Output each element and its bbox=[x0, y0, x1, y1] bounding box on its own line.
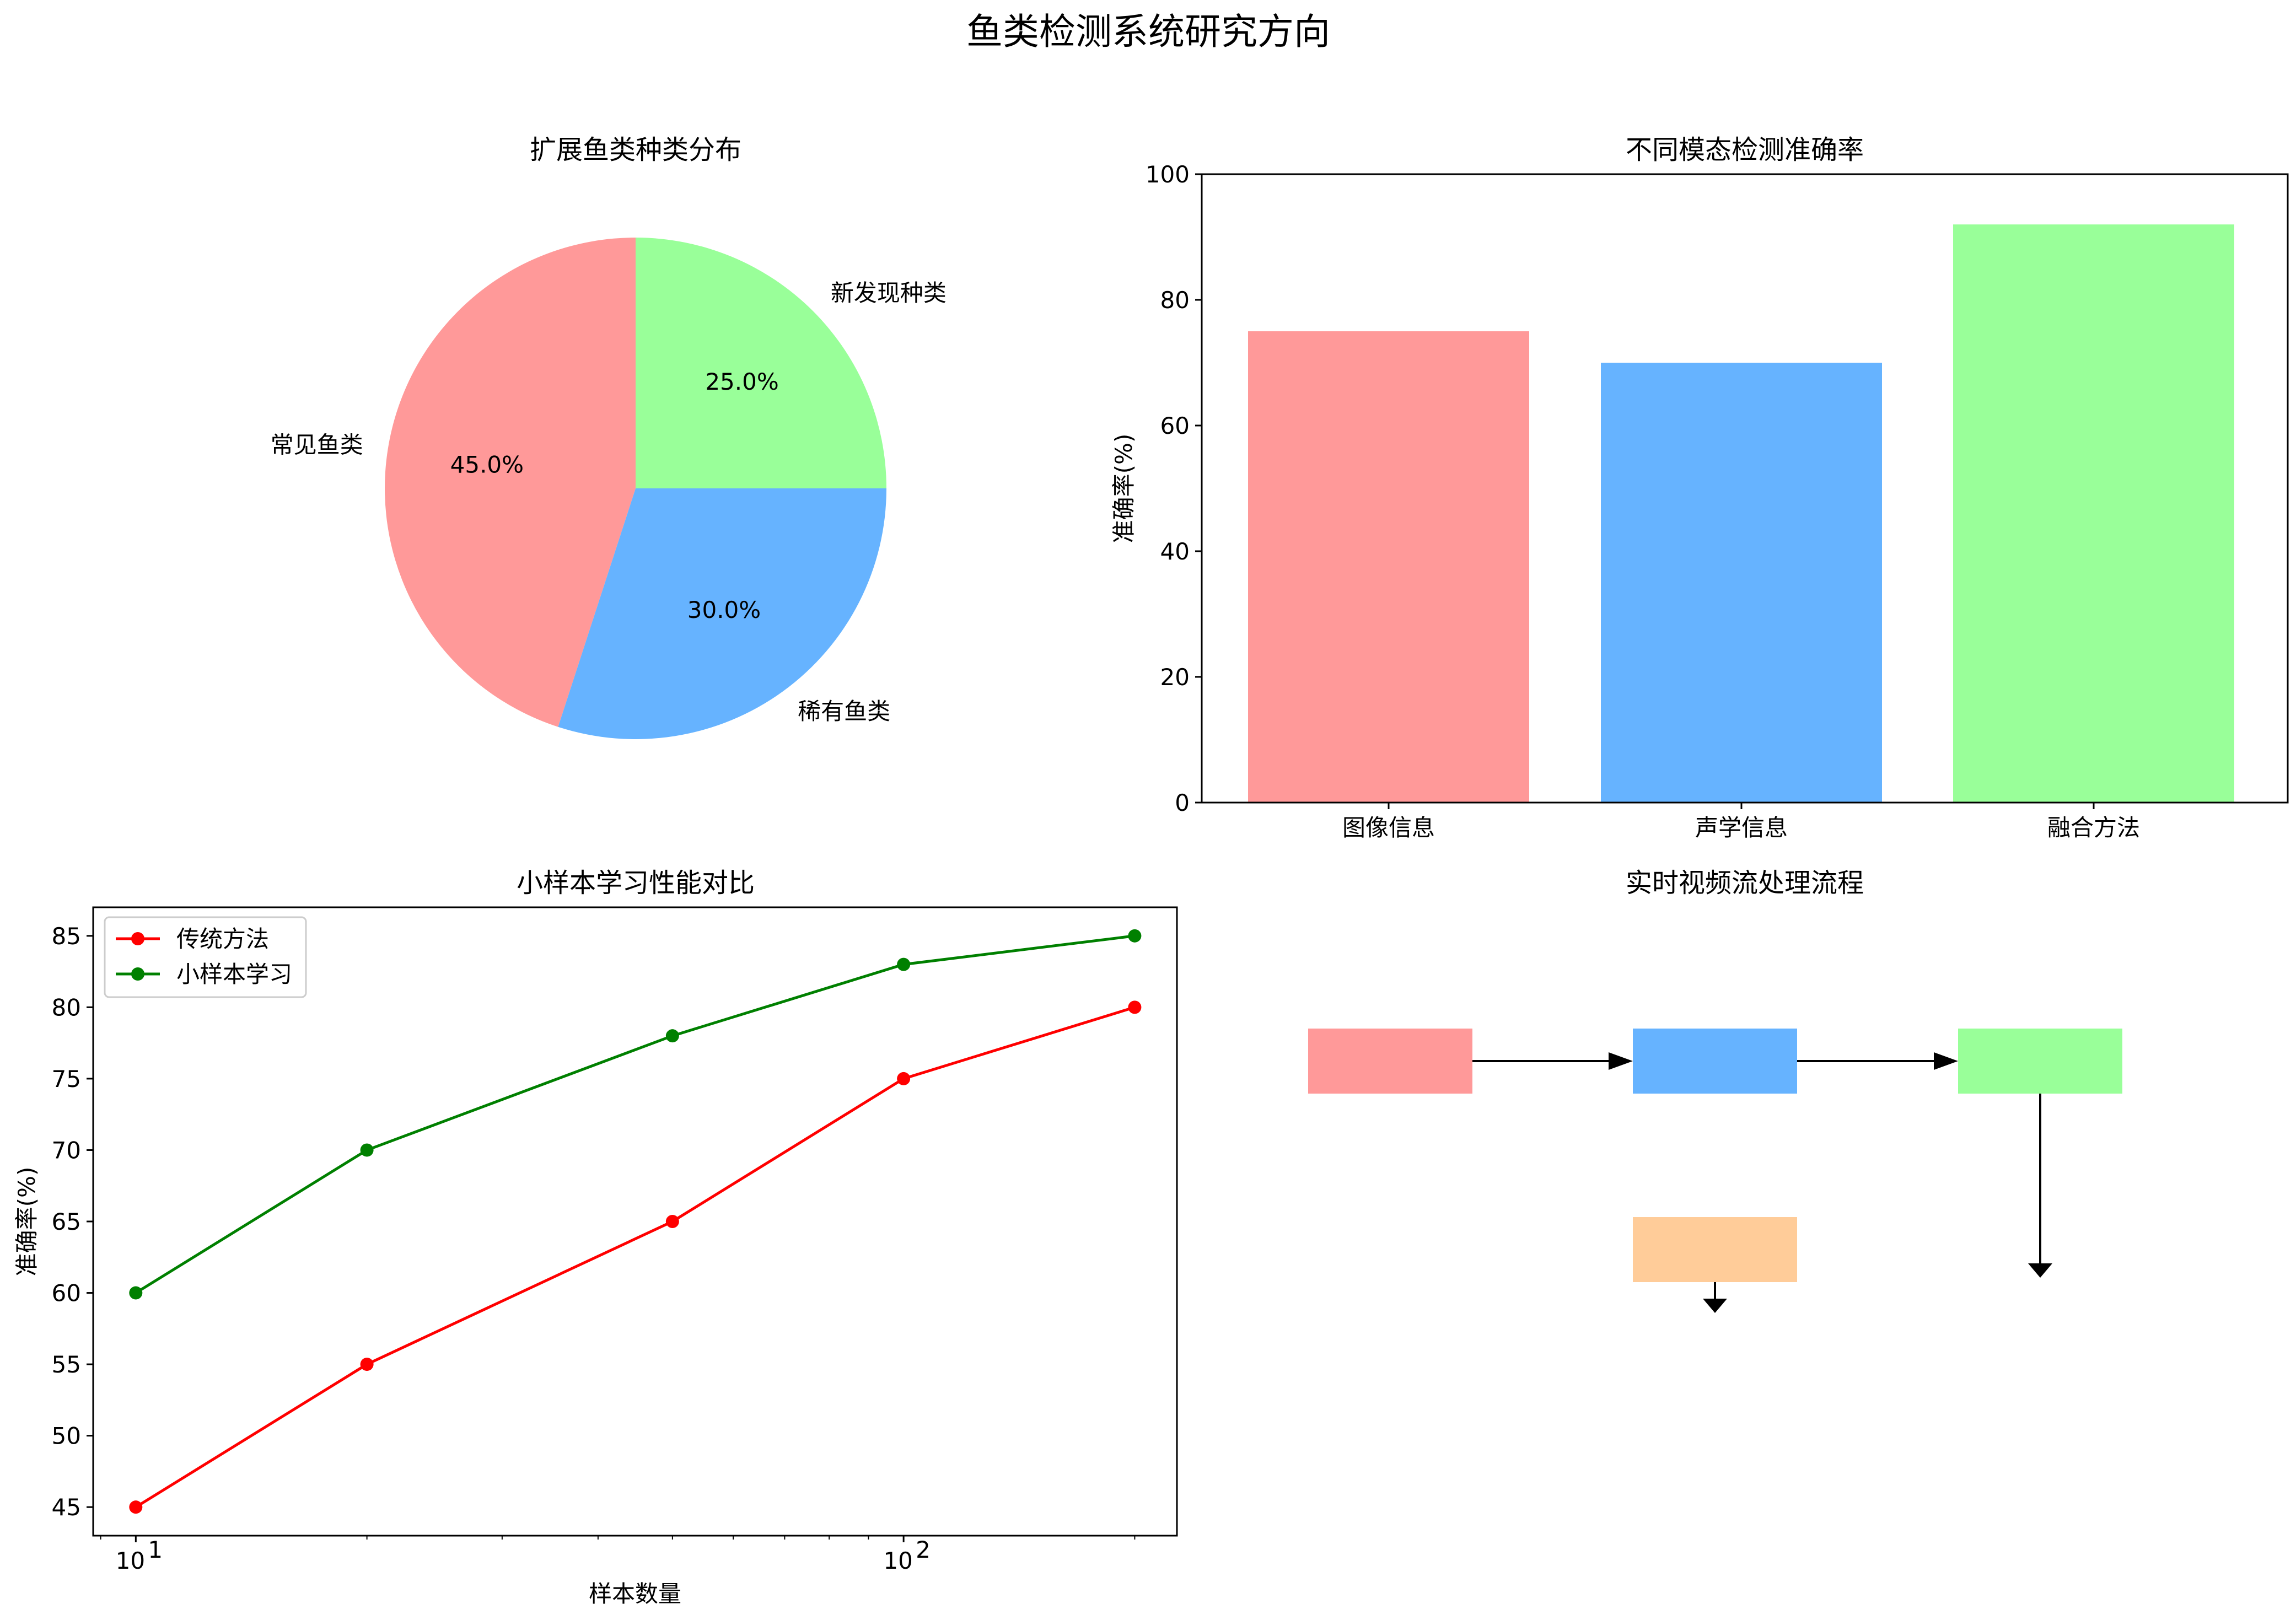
bar-axes-frame bbox=[1201, 173, 2289, 804]
bar-x-tick-label-1: 图像信息 bbox=[1342, 814, 1435, 841]
line-y-tick-label-7: 80 bbox=[52, 994, 81, 1021]
line-y-tick-label-4: 65 bbox=[52, 1208, 81, 1235]
pie-chart: 扩展鱼类种类分布 常见鱼类 45.0% 稀有鱼类 30.0% 新发现种类 25.0% bbox=[271, 134, 947, 739]
line-point-1-3 bbox=[665, 1215, 679, 1228]
line-series bbox=[129, 929, 1142, 1514]
flow-arrow-1-to-2 bbox=[1472, 1052, 1633, 1070]
bar-bars bbox=[1248, 224, 2234, 803]
line-y-tick-label-8: 85 bbox=[52, 923, 81, 950]
line-x-axis-label: 样本数量 bbox=[589, 1580, 681, 1607]
line-x-tick-exponent-1: 2 bbox=[916, 1536, 931, 1563]
bar-y-tick-label-3: 60 bbox=[1160, 412, 1190, 439]
line-y-tick-label-6: 75 bbox=[52, 1065, 81, 1092]
bar-x-tick-label-3: 融合方法 bbox=[2047, 814, 2140, 841]
legend-label-1: 传统方法 bbox=[176, 925, 269, 952]
line-point-2-3 bbox=[665, 1029, 679, 1043]
flow-box-1 bbox=[1308, 1029, 1472, 1094]
line-y-tick-label-5: 70 bbox=[52, 1137, 81, 1164]
line-point-2-5 bbox=[1128, 929, 1142, 943]
pie-label-3: 新发现种类 bbox=[831, 279, 947, 306]
bar-x-ticks: 图像信息 声学信息 融合方法 bbox=[1342, 803, 2140, 841]
legend-box bbox=[104, 916, 307, 998]
legend-label-2: 小样本学习 bbox=[176, 961, 292, 988]
line-point-1-5 bbox=[1128, 1000, 1142, 1014]
bar-y-tick-label-1: 20 bbox=[1160, 664, 1190, 691]
line-y-axis-label: 准确率(%) bbox=[13, 1167, 40, 1277]
pie-slice-3 bbox=[636, 238, 886, 488]
pie-label-2: 稀有鱼类 bbox=[798, 698, 890, 725]
bar-y-tick-label-2: 40 bbox=[1160, 538, 1190, 565]
line-point-1-4 bbox=[897, 1072, 911, 1085]
line-y-ticks: 45 50 55 60 65 70 75 80 85 bbox=[52, 923, 93, 1521]
line-point-2-4 bbox=[897, 957, 911, 971]
line-y-tick-label-2: 55 bbox=[52, 1351, 81, 1378]
bar-y-tick-label-0: 0 bbox=[1175, 789, 1190, 816]
bar-chart: 不同模态检测准确率 0 20 40 60 80 100 图像信息 声学信息 融合方法 准确率(… bbox=[1110, 134, 2289, 841]
bar-3 bbox=[1953, 224, 2234, 803]
bar-title: 不同模态检测准确率 bbox=[1626, 134, 1864, 165]
line-series-1 bbox=[135, 1005, 1136, 1509]
flow-arrow-3-down bbox=[2028, 1094, 2052, 1278]
flow-diagram: 实时视频流处理流程 bbox=[1308, 868, 2122, 1313]
line-x-tick-label-1: 10 bbox=[883, 1547, 912, 1574]
pie-pct-2: 30.0% bbox=[687, 596, 761, 623]
pie-slice-2 bbox=[558, 488, 886, 739]
line-axes-frame bbox=[92, 906, 1178, 1537]
line-point-2-2 bbox=[360, 1143, 374, 1157]
legend-marker-2 bbox=[131, 967, 144, 981]
line-x-tick-exponent-0: 1 bbox=[148, 1536, 163, 1563]
bar-y-ticks: 0 20 40 60 80 100 bbox=[1146, 161, 1202, 816]
pie-pct-1: 45.0% bbox=[450, 451, 524, 478]
bar-2 bbox=[1601, 363, 1882, 803]
line-y-tick-label-0: 45 bbox=[52, 1494, 81, 1521]
pie-slices bbox=[384, 238, 886, 739]
flow-arrow-2-to-3 bbox=[1797, 1052, 1958, 1070]
line-x-tick-label-0: 10 bbox=[116, 1547, 145, 1574]
flow-arrow-4-down bbox=[1703, 1282, 1727, 1313]
flow-box-4 bbox=[1633, 1217, 1797, 1282]
pie-labels: 常见鱼类 45.0% 稀有鱼类 30.0% 新发现种类 25.0% bbox=[271, 279, 947, 725]
pie-label-1: 常见鱼类 bbox=[271, 432, 363, 459]
figure-title: 鱼类检测系统研究方向 bbox=[966, 10, 1330, 53]
legend-marker-1 bbox=[131, 932, 144, 945]
pie-pct-3: 25.0% bbox=[705, 368, 778, 395]
flow-box-2 bbox=[1633, 1029, 1797, 1094]
line-title: 小样本学习性能对比 bbox=[517, 868, 755, 898]
line-y-tick-label-3: 60 bbox=[52, 1280, 81, 1307]
flow-box-3 bbox=[1958, 1029, 2122, 1094]
pie-title: 扩展鱼类种类分布 bbox=[530, 134, 741, 165]
pie-slice-1 bbox=[384, 238, 636, 727]
line-y-tick-label-1: 50 bbox=[52, 1423, 81, 1450]
bar-x-tick-label-2: 声学信息 bbox=[1695, 814, 1788, 841]
line-point-1-1 bbox=[129, 1500, 143, 1514]
flow-title: 实时视频流处理流程 bbox=[1626, 868, 1864, 898]
line-point-1-2 bbox=[360, 1358, 374, 1371]
bar-y-axis-label: 准确率(%) bbox=[1110, 434, 1137, 543]
line-point-2-1 bbox=[129, 1286, 143, 1300]
line-x-ticks: 10 1 10 2 bbox=[100, 1536, 1136, 1574]
bar-y-tick-label-5: 100 bbox=[1146, 161, 1190, 188]
bar-1 bbox=[1248, 331, 1529, 803]
bar-y-tick-label-4: 80 bbox=[1160, 287, 1190, 314]
